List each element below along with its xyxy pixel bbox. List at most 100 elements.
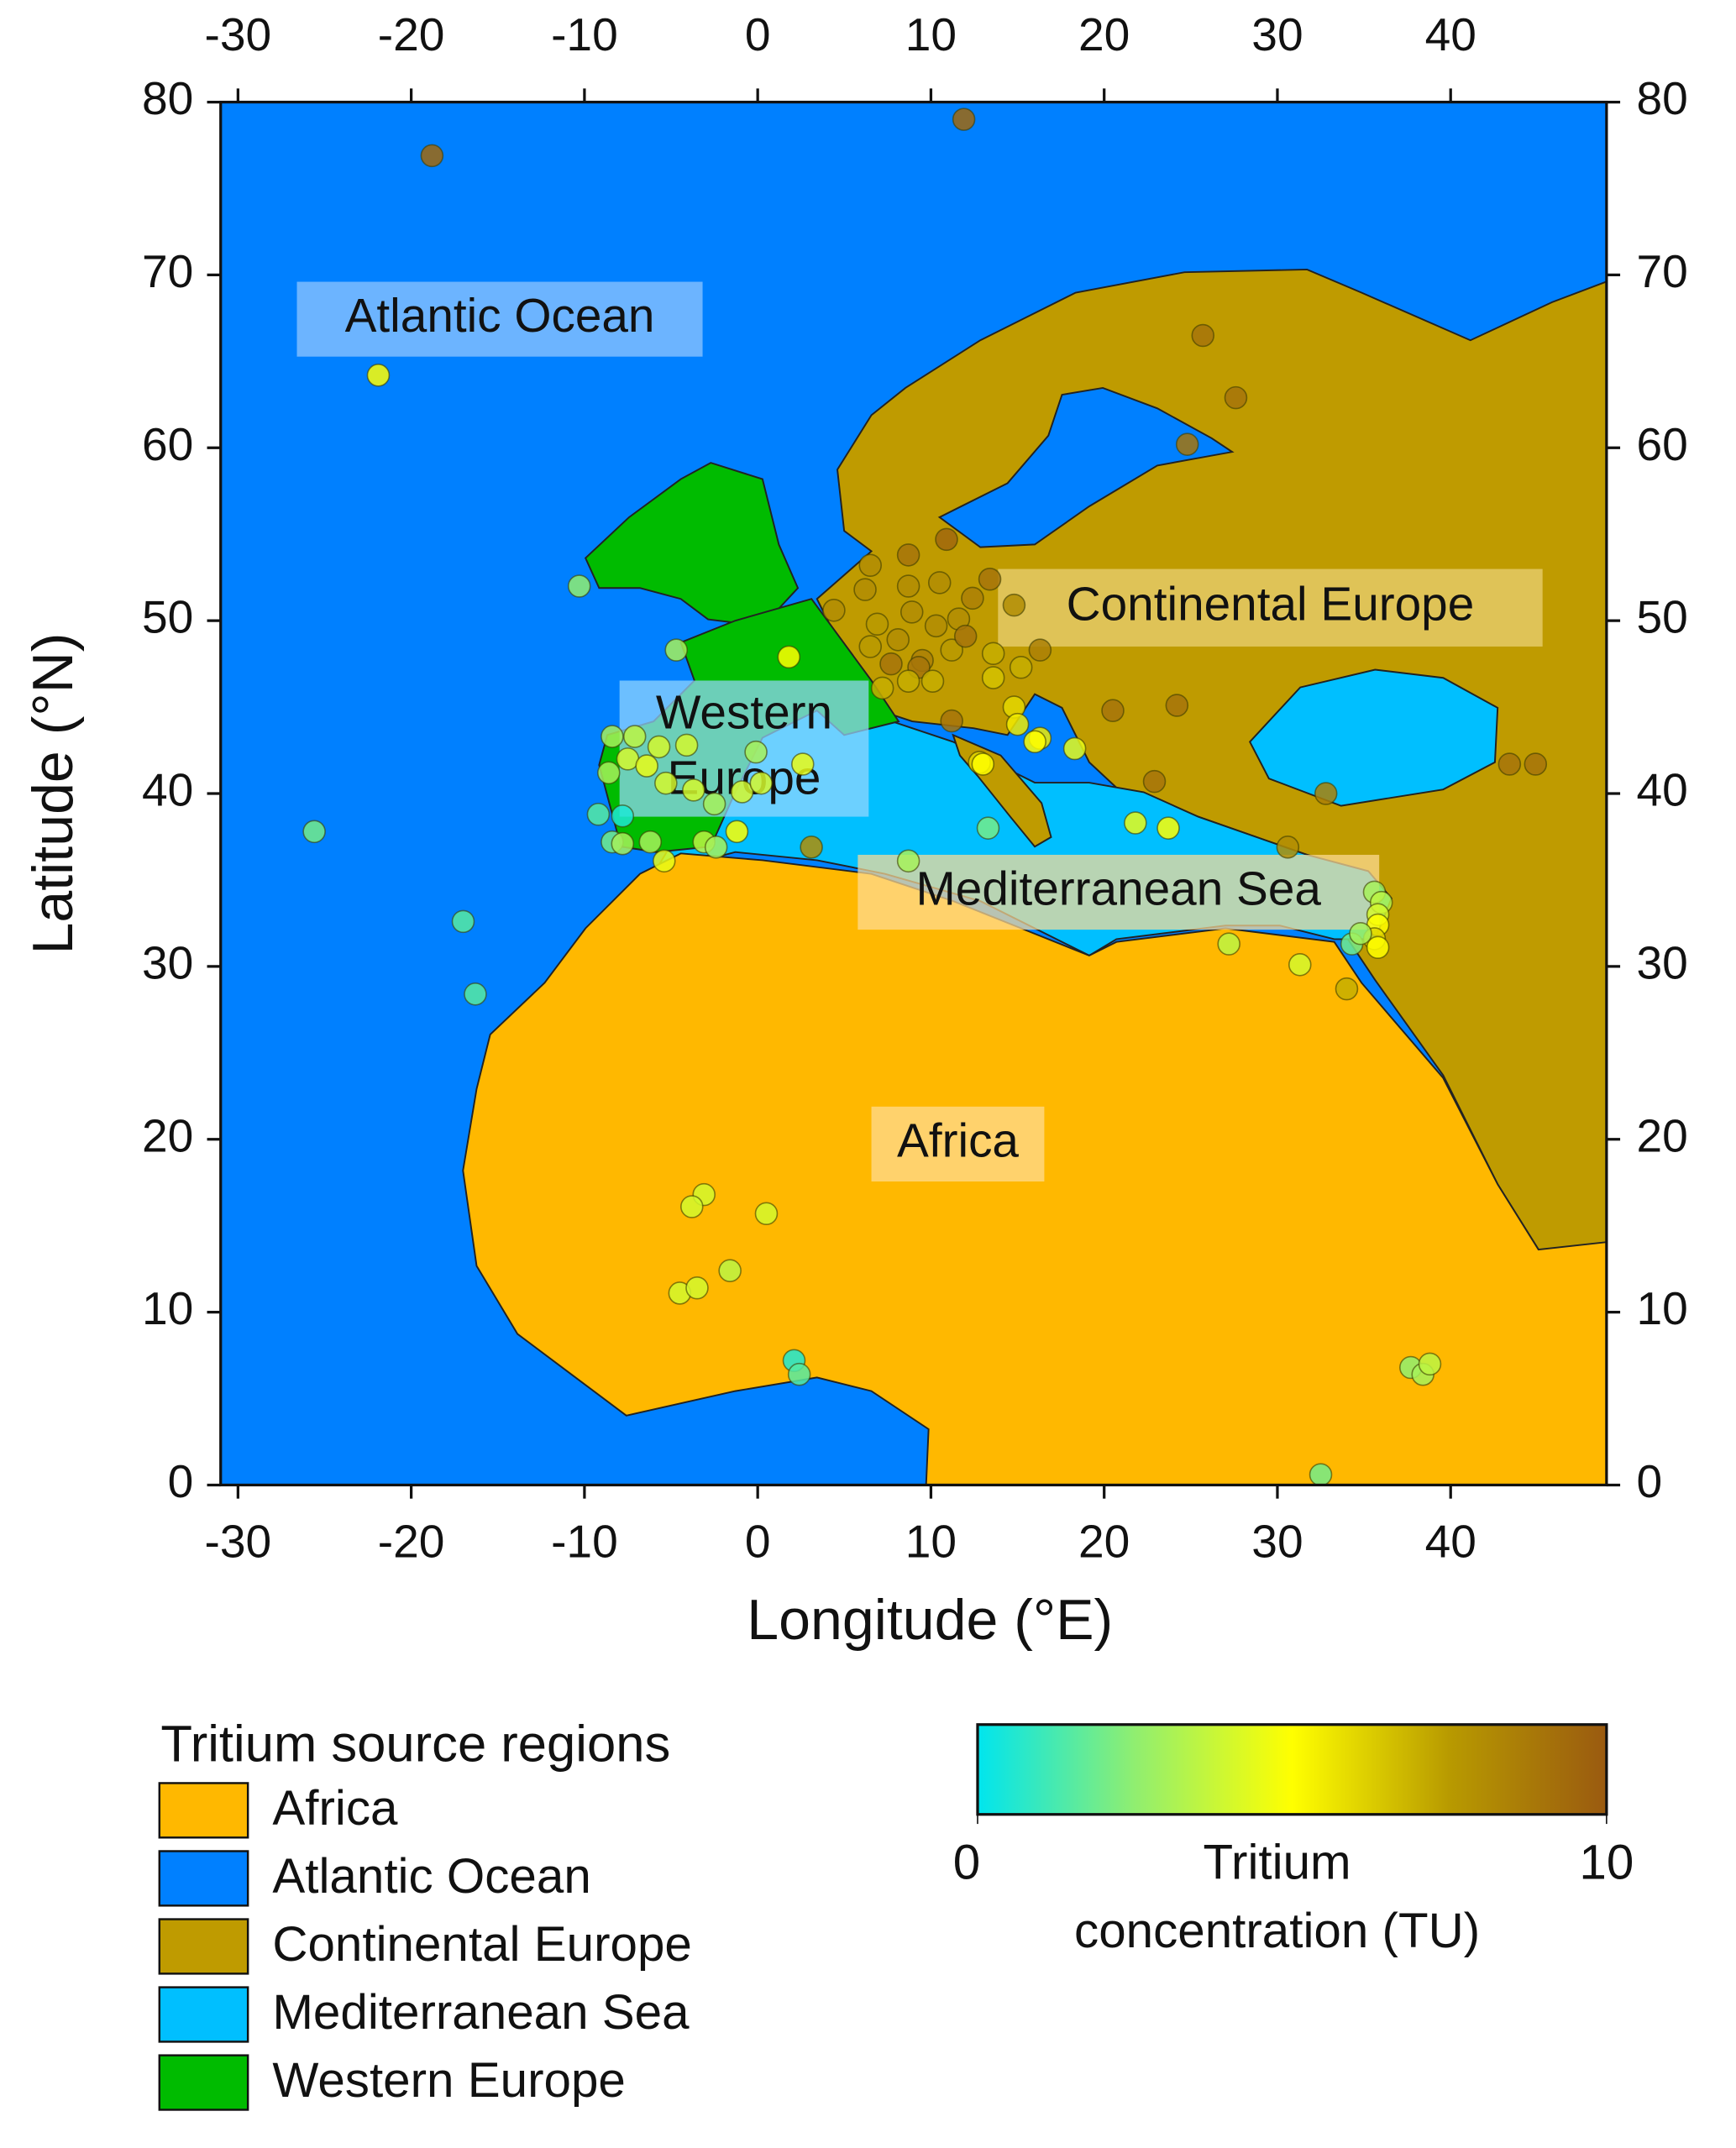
sample-point bbox=[749, 771, 774, 795]
sample-point bbox=[730, 780, 754, 804]
sample-point bbox=[464, 982, 487, 1006]
sample-point bbox=[601, 725, 624, 748]
y-tick-label-right: 80 bbox=[1637, 72, 1688, 124]
sample-point bbox=[685, 1276, 709, 1300]
sample-point bbox=[899, 600, 924, 624]
sample-point bbox=[704, 836, 728, 859]
sample-point bbox=[744, 740, 768, 764]
sample-point bbox=[1191, 323, 1215, 348]
sample-point bbox=[853, 578, 877, 601]
sample-point bbox=[567, 574, 591, 598]
x-tick-label: -20 bbox=[378, 1515, 445, 1567]
sample-point bbox=[718, 1259, 742, 1282]
sample-point bbox=[879, 652, 903, 676]
sample-point bbox=[1002, 593, 1026, 617]
x-tick-label-top: -20 bbox=[378, 8, 445, 60]
black-sea bbox=[1248, 668, 1499, 807]
sample-point bbox=[1142, 769, 1167, 794]
sample-point bbox=[654, 771, 678, 795]
colorbar bbox=[976, 1723, 1608, 1816]
sample-point bbox=[635, 754, 658, 778]
sample-point bbox=[1418, 1352, 1442, 1376]
y-tick-label: 70 bbox=[142, 245, 193, 297]
sample-point bbox=[1175, 432, 1199, 456]
legend-swatch bbox=[158, 1782, 249, 1839]
sample-point bbox=[366, 364, 391, 387]
legend-title: Tritium source regions bbox=[160, 1716, 670, 1773]
sample-point bbox=[896, 543, 920, 567]
colorbar-title: concentration (TU) bbox=[1074, 1904, 1480, 1958]
y-tick-label: 80 bbox=[142, 72, 193, 124]
x-tick-label-top: 20 bbox=[1078, 8, 1130, 60]
sample-point bbox=[940, 638, 963, 662]
sample-point bbox=[754, 1202, 779, 1226]
sample-point bbox=[1276, 836, 1300, 859]
sample-point bbox=[1023, 730, 1046, 754]
sample-point bbox=[1217, 932, 1240, 956]
legend-label: Atlantic Ocean bbox=[272, 1849, 590, 1904]
sample-point bbox=[702, 792, 726, 816]
sample-point bbox=[896, 669, 920, 693]
legend-swatch bbox=[158, 2054, 249, 2111]
legend-swatch bbox=[158, 1986, 249, 2043]
sample-point bbox=[1335, 977, 1359, 1001]
sample-point bbox=[674, 733, 699, 757]
sample-point bbox=[858, 553, 883, 578]
colorbar-tick-label: 10 bbox=[1579, 1836, 1634, 1890]
sample-point bbox=[1497, 752, 1522, 776]
sample-point bbox=[1309, 1463, 1333, 1486]
sample-point bbox=[865, 612, 889, 637]
map-label-box bbox=[998, 568, 1543, 647]
sample-point bbox=[1005, 712, 1030, 736]
y-tick-label-right: 30 bbox=[1637, 936, 1688, 988]
legend-label: Continental Europe bbox=[272, 1917, 692, 1972]
x-tick-label-top: 10 bbox=[905, 8, 957, 60]
sample-point bbox=[896, 849, 920, 873]
sample-point bbox=[302, 820, 326, 844]
map-label-box bbox=[871, 1106, 1045, 1181]
legend-label: Mediterranean Sea bbox=[272, 1985, 690, 2040]
sample-point bbox=[611, 804, 635, 828]
y-tick-label-right: 50 bbox=[1637, 591, 1688, 643]
sample-point bbox=[653, 849, 676, 873]
x-axis-title: Longitude (°E) bbox=[747, 1588, 1113, 1652]
sample-point bbox=[451, 909, 475, 934]
y-tick-label: 60 bbox=[142, 418, 193, 470]
x-tick-label: 40 bbox=[1425, 1515, 1476, 1567]
y-tick-label: 40 bbox=[142, 764, 193, 816]
y-tick-label-right: 60 bbox=[1637, 418, 1688, 470]
sample-point bbox=[682, 778, 705, 802]
sample-point bbox=[1028, 638, 1052, 662]
legend-label: Africa bbox=[272, 1781, 398, 1836]
sample-point bbox=[777, 645, 801, 669]
legend-label: Western Europe bbox=[272, 2053, 626, 2108]
y-axis-title: Latitude (°N) bbox=[21, 633, 85, 955]
y-tick-label-right: 10 bbox=[1637, 1282, 1688, 1334]
sample-point bbox=[927, 571, 952, 595]
x-tick-label-top: 30 bbox=[1251, 8, 1303, 60]
x-tick-label: 30 bbox=[1251, 1515, 1303, 1567]
sample-point bbox=[586, 802, 611, 826]
sample-point bbox=[647, 735, 671, 759]
sample-point bbox=[664, 638, 688, 662]
sample-point bbox=[638, 830, 663, 854]
y-tick-label-right: 40 bbox=[1637, 764, 1688, 816]
sample-point bbox=[896, 574, 920, 598]
sample-point bbox=[978, 567, 1002, 591]
x-tick-label: 0 bbox=[745, 1515, 771, 1567]
sample-point bbox=[1524, 752, 1548, 776]
y-tick-label-right: 20 bbox=[1637, 1109, 1688, 1161]
legend-swatch bbox=[158, 1918, 249, 1975]
sample-point bbox=[981, 642, 1005, 666]
sample-point bbox=[1009, 655, 1033, 679]
y-tick-label: 0 bbox=[168, 1455, 194, 1507]
sample-point bbox=[940, 709, 963, 733]
sample-point bbox=[791, 752, 815, 776]
x-tick-label-top: -10 bbox=[551, 8, 618, 60]
x-tick-label: -30 bbox=[205, 1515, 272, 1567]
sample-point bbox=[1366, 935, 1390, 960]
map-label: Atlantic Ocean bbox=[345, 290, 655, 343]
sample-point bbox=[1349, 921, 1372, 946]
x-tick-label-top: 40 bbox=[1425, 8, 1476, 60]
